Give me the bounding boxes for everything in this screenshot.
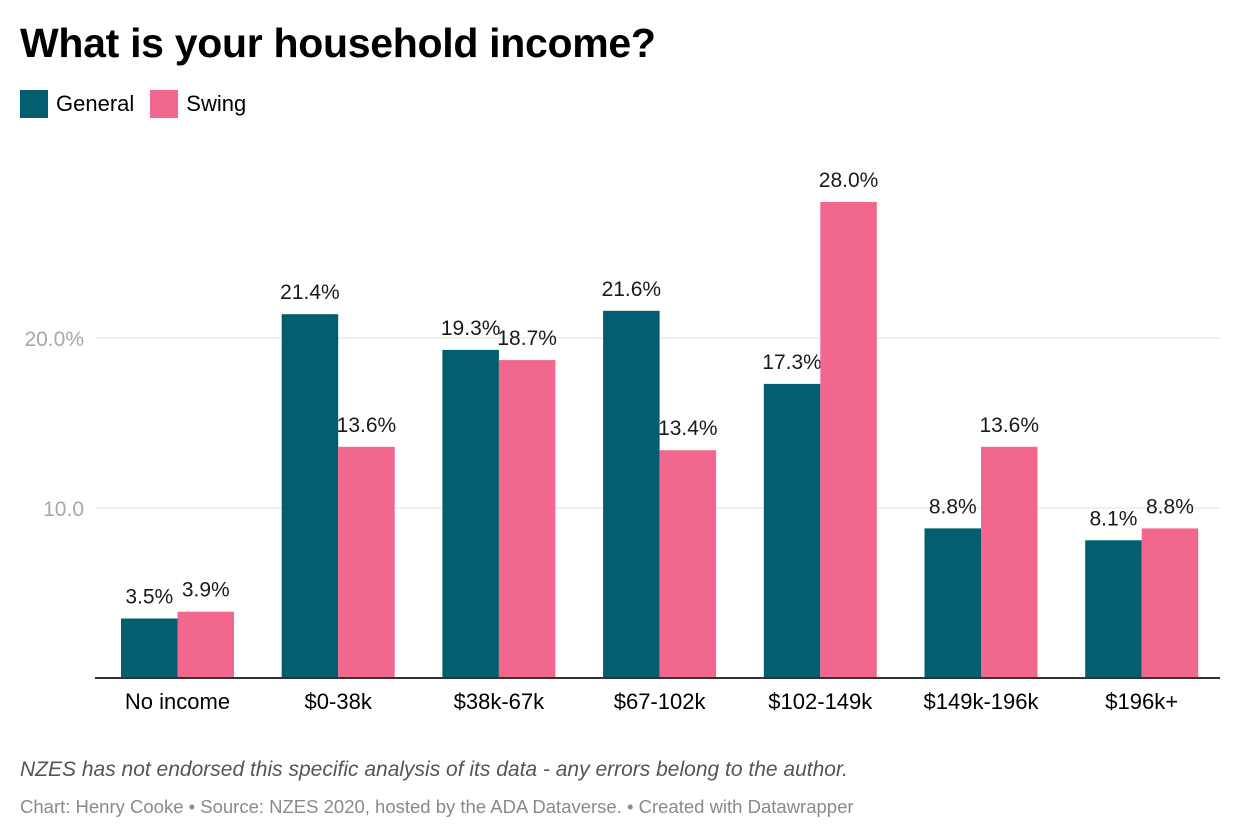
x-tick-label-102-149k: $102-149k	[768, 689, 873, 714]
legend-label-general: General	[56, 91, 135, 116]
data-label-general-102-149k: 17.3%	[762, 351, 822, 374]
data-label-swing-196k: 8.8%	[1146, 495, 1194, 518]
data-label-swing-67-102k: 13.4%	[658, 417, 718, 440]
legend-label-swing: Swing	[186, 91, 247, 116]
data-label-swing-no-income: 3.9%	[182, 579, 230, 602]
data-label-general-196k: 8.1%	[1090, 507, 1138, 530]
bar-general-196k	[1085, 540, 1142, 678]
bar-swing-67-102k	[659, 450, 717, 678]
bar-swing-149k-196k	[981, 446, 1038, 678]
data-label-swing-149k-196k: 13.6%	[979, 414, 1039, 437]
x-tick-label-67-102k: $67-102k	[614, 689, 707, 714]
chart-credit: Chart: Henry Cooke • Source: NZES 2020, …	[20, 796, 854, 817]
chart-title: What is your household income?	[20, 20, 656, 66]
x-tick-label-0-38k: $0-38k	[305, 689, 373, 714]
bar-general-0-38k	[281, 314, 339, 678]
bar-swing-38k-67k	[498, 360, 556, 678]
data-label-swing-38k-67k: 18.7%	[497, 327, 557, 350]
data-label-general-0-38k: 21.4%	[280, 281, 340, 304]
legend-swatch-general	[20, 90, 48, 118]
x-tick-label-149k-196k: $149k-196k	[924, 689, 1040, 714]
legend-item-general: General	[20, 90, 134, 118]
bar-general-149k-196k	[924, 528, 981, 678]
data-label-general-38k-67k: 19.3%	[441, 317, 501, 340]
bar-general-102-149k	[763, 383, 821, 678]
x-tick-label-38k-67k: $38k-67k	[454, 689, 546, 714]
bar-general-67-102k	[603, 310, 660, 678]
data-label-general-149k-196k: 8.8%	[929, 495, 977, 518]
bar-swing-0-38k	[338, 446, 395, 678]
y-tick-label-20: 20.0%	[24, 328, 84, 351]
legend: General Swing	[20, 90, 262, 118]
data-label-swing-102-149k: 28.0%	[819, 169, 879, 192]
bar-general-38k-67k	[442, 349, 499, 678]
legend-swatch-swing	[150, 90, 179, 118]
bar-swing-no-income	[177, 611, 234, 678]
bar-swing-102-149k	[820, 202, 877, 678]
x-tick-label-196k: $196k+	[1105, 689, 1178, 714]
y-tick-label-10: 10.0	[43, 498, 84, 521]
x-tick-label-no-income: No income	[125, 689, 230, 714]
data-label-general-no-income: 3.5%	[125, 586, 173, 609]
bar-swing-196k	[1141, 528, 1199, 678]
legend-item-swing: Swing	[150, 90, 246, 118]
data-label-general-67-102k: 21.6%	[602, 278, 662, 301]
footnote: NZES has not endorsed this specific anal…	[20, 758, 848, 781]
bar-general-no-income	[121, 618, 178, 678]
data-label-swing-0-38k: 13.6%	[337, 414, 397, 437]
